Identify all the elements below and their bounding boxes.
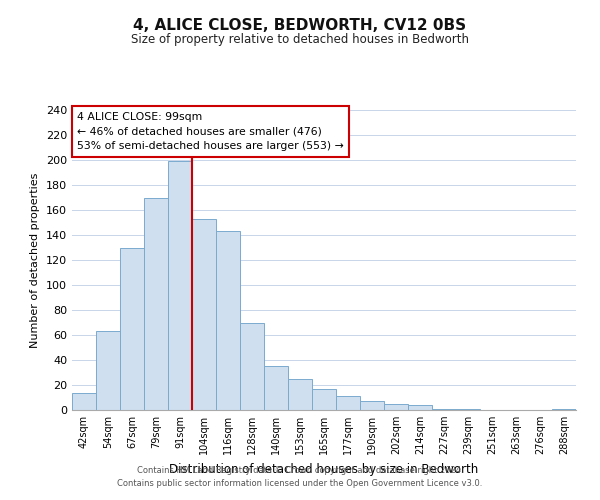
Bar xyxy=(192,219,216,410)
Bar xyxy=(216,231,240,410)
Text: 4, ALICE CLOSE, BEDWORTH, CV12 0BS: 4, ALICE CLOSE, BEDWORTH, CV12 0BS xyxy=(133,18,467,32)
Bar xyxy=(120,248,144,410)
Bar xyxy=(360,401,384,410)
Bar xyxy=(264,366,288,410)
Bar xyxy=(72,392,96,410)
Bar xyxy=(552,409,576,410)
Bar xyxy=(96,331,120,410)
Text: Contains HM Land Registry data © Crown copyright and database right 2024.
Contai: Contains HM Land Registry data © Crown c… xyxy=(118,466,482,487)
Bar xyxy=(312,389,336,410)
Bar xyxy=(144,198,168,410)
Bar xyxy=(336,396,360,410)
Bar xyxy=(240,322,264,410)
Bar xyxy=(384,404,408,410)
Bar xyxy=(288,379,312,410)
Bar xyxy=(456,409,480,410)
X-axis label: Distribution of detached houses by size in Bedworth: Distribution of detached houses by size … xyxy=(169,462,479,475)
Y-axis label: Number of detached properties: Number of detached properties xyxy=(31,172,40,348)
Text: 4 ALICE CLOSE: 99sqm
← 46% of detached houses are smaller (476)
53% of semi-deta: 4 ALICE CLOSE: 99sqm ← 46% of detached h… xyxy=(77,112,344,151)
Bar xyxy=(408,405,432,410)
Text: Size of property relative to detached houses in Bedworth: Size of property relative to detached ho… xyxy=(131,32,469,46)
Bar xyxy=(432,409,456,410)
Bar xyxy=(168,161,192,410)
